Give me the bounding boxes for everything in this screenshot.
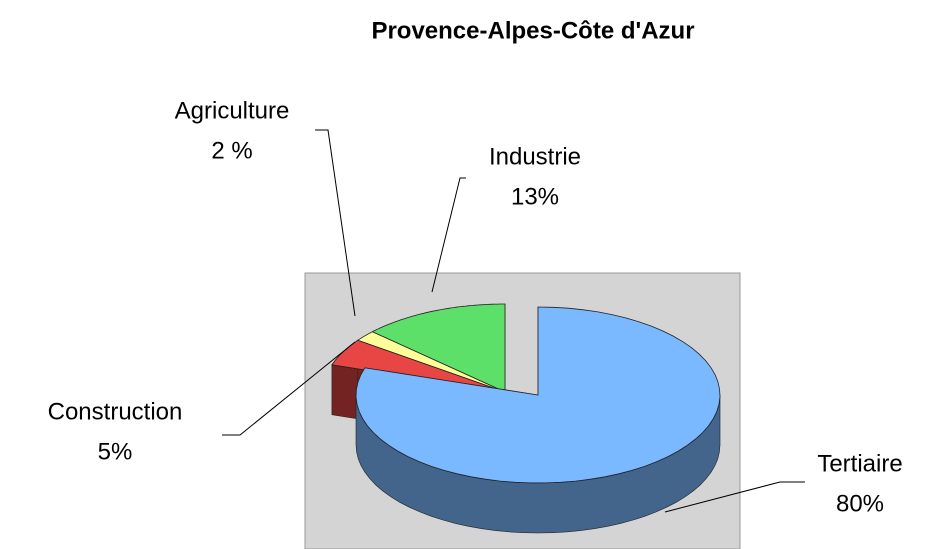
slice [357, 331, 506, 393]
category-label: Tertiaire [817, 450, 902, 477]
slice [355, 306, 721, 484]
value-label: 2 % [211, 137, 252, 164]
value-label: 80% [836, 490, 884, 517]
leader-line [315, 129, 356, 317]
chart-title: Provence-Alpes-Côte d'Azur [371, 17, 694, 44]
category-label: Construction [48, 398, 183, 425]
category-label: Agriculture [175, 97, 290, 124]
value-label: 13% [511, 183, 559, 210]
pie [331, 303, 721, 534]
leader-line [222, 341, 356, 436]
leader-line [431, 177, 466, 293]
slice [371, 303, 506, 393]
leader-line [664, 481, 805, 513]
labels: Tertiaire 80% Construction 5% Agriculture 2 %… [48, 97, 903, 517]
value-label: 5% [98, 438, 133, 465]
category-label: Industrie [489, 143, 581, 170]
